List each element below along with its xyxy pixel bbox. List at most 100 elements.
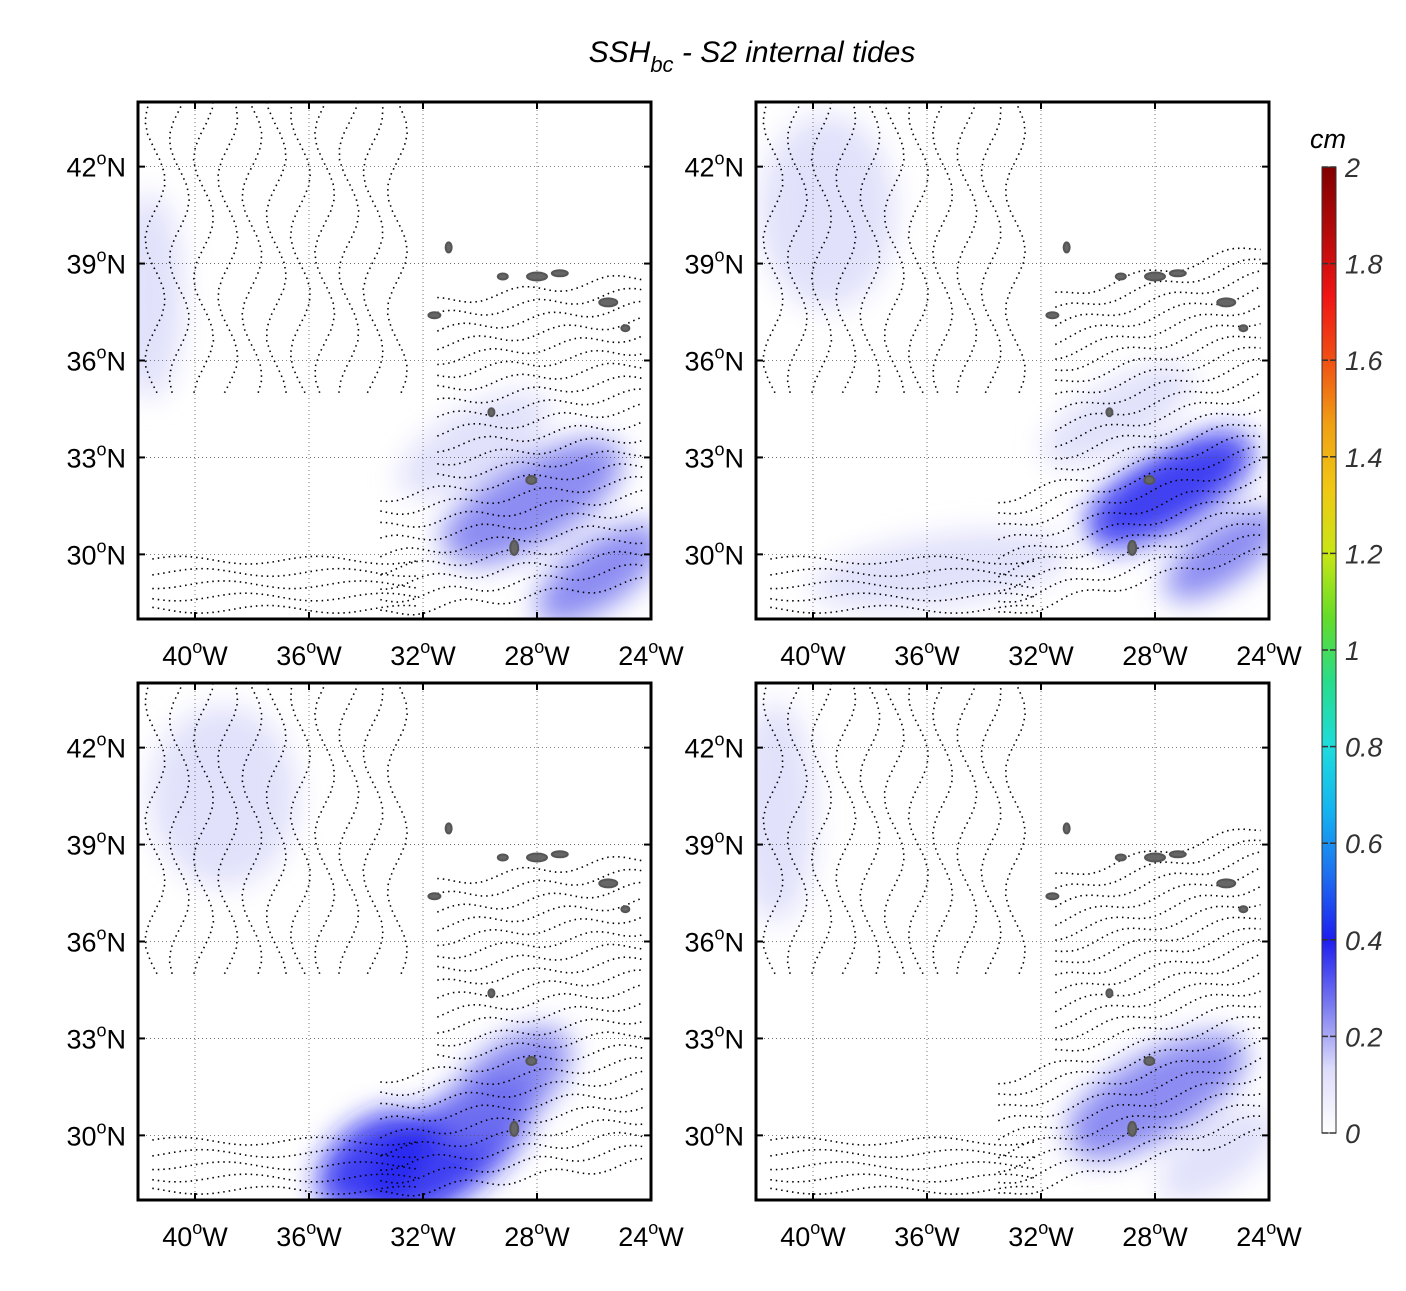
contour-line (770, 555, 1036, 565)
contour-line (437, 1018, 643, 1047)
colorbar-tick-label: 0.8 (1345, 733, 1383, 763)
amplitude-hotspot (398, 391, 551, 498)
contour-line (1055, 335, 1261, 383)
map-panel-bottom-left: 42oN 39oN 36oN 33oN 30oN 40oW 36oW 32oW 28oW 24oW (66, 681, 684, 1252)
contour-line (152, 1185, 418, 1195)
colorbar-unit: cm (1310, 124, 1346, 154)
island-shape (444, 241, 453, 254)
amplitude-hotspot (758, 114, 896, 309)
contour-line (380, 576, 646, 616)
contour-line (152, 1173, 418, 1183)
colorbar-tick-label: 1.4 (1345, 443, 1383, 473)
island-shape (620, 324, 631, 333)
map-panel-top-left: 42oN 39oN 36oN 33oN 30oN 40oW 36oW 32oW 28oW 24oW (66, 100, 684, 671)
lon-tick-label: 40oW (780, 1218, 846, 1252)
lon-tick-label: 36oW (894, 637, 960, 671)
amplitude-hotspot (756, 702, 816, 923)
azores-islands (1045, 241, 1249, 556)
contour-line (1055, 1004, 1261, 1052)
contour-line (152, 555, 418, 565)
contour-line (380, 550, 646, 590)
contour-line (998, 545, 1264, 614)
island-shape (1143, 1056, 1156, 1067)
contour-line (437, 855, 643, 885)
colorbar: cm 0 0.2 0.4 0.6 0.8 1 1.2 1.4 1.6 1.8 2 (1310, 124, 1384, 1149)
contour-line (770, 1161, 1036, 1171)
contour-line (152, 592, 418, 602)
contour-line (436, 388, 643, 418)
contour-line (770, 1136, 1036, 1146)
contour-line (152, 1161, 418, 1171)
amplitude-hotspot (1063, 1033, 1247, 1160)
contour-line (380, 463, 646, 503)
contour-line (770, 592, 1036, 602)
contour-line (437, 930, 643, 960)
lat-tick-label: 39oN (66, 246, 126, 280)
azores-islands (427, 822, 631, 1137)
amplitude-hotspot (810, 1122, 1073, 1181)
lat-tick-label: 42oN (684, 149, 744, 183)
lat-tick-label: 33oN (684, 439, 744, 473)
island-shape (1168, 850, 1187, 859)
contour-line (437, 274, 643, 304)
map-panel-top-right: 42oN 39oN 36oN 33oN 30oN 40oW 36oW 32oW 28oW 24oW (684, 100, 1302, 671)
contour-line (152, 1148, 418, 1159)
phase-contours (762, 102, 1264, 614)
map-panel-bottom-right: 42oN 39oN 36oN 33oN 30oN 40oW 36oW 32oW 28oW 24oW (684, 681, 1302, 1252)
lat-tick-label: 36oN (684, 924, 744, 958)
lat-tick-label: 30oN (684, 536, 744, 570)
contour-line (437, 1002, 643, 1034)
island-shape (1105, 407, 1114, 418)
lon-tick-label: 24oW (618, 637, 684, 671)
contour-line (770, 567, 1036, 578)
colorbar-tick-label: 0 (1345, 1119, 1360, 1149)
island-shape (1168, 269, 1187, 278)
contour-line (380, 1086, 646, 1122)
contour-line (436, 881, 643, 913)
amplitude-hotspot (1158, 1107, 1269, 1200)
lon-tick-label: 28oW (1122, 1218, 1188, 1252)
island-shape (1143, 475, 1156, 486)
lon-tick-label: 28oW (504, 637, 570, 671)
colorbar-tick-label: 0.2 (1345, 1022, 1383, 1052)
amplitude-hotspot (138, 192, 184, 400)
island-shape (1216, 878, 1237, 889)
contour-line (152, 580, 418, 590)
contour-line (437, 287, 643, 316)
lat-tick-label: 36oN (684, 343, 744, 377)
colorbar-tick-label: 1.8 (1345, 250, 1383, 280)
island-shape (1144, 852, 1166, 863)
island-shape (1127, 539, 1138, 556)
island-shape (1045, 311, 1060, 320)
island-shape (509, 539, 520, 556)
island-shape (1144, 271, 1166, 282)
lon-tick-label: 40oW (162, 1218, 228, 1252)
island-shape (1114, 853, 1127, 862)
amplitude-hotspot (439, 439, 623, 566)
lat-tick-label: 30oN (684, 1117, 744, 1151)
lat-tick-label: 30oN (66, 1117, 126, 1151)
island-shape (487, 407, 496, 418)
lon-tick-label: 32oW (1008, 1218, 1074, 1252)
lon-tick-label: 24oW (618, 1218, 684, 1252)
azores-islands (427, 241, 631, 556)
contour-line (380, 1131, 646, 1171)
colorbar-ticks: 0 0.2 0.4 0.6 0.8 1 1.2 1.4 1.6 1.8 2 (1322, 153, 1384, 1149)
contour-line (437, 943, 643, 972)
contour-line (380, 1044, 646, 1084)
amplitude-hotspot (1164, 508, 1269, 601)
island-shape (526, 852, 548, 863)
phase-contours (762, 683, 1264, 1195)
lon-tick-label: 32oW (1008, 637, 1074, 671)
contour-line (770, 1148, 1036, 1159)
grid-lines (138, 102, 652, 619)
contour-line (380, 1056, 646, 1096)
lat-tick-label: 42oN (684, 730, 744, 764)
amplitude-field (758, 114, 1269, 611)
contour-line (436, 969, 643, 999)
colorbar-tick-label: 1.6 (1345, 346, 1384, 376)
contour-line (380, 488, 646, 528)
contour-line (1055, 828, 1261, 876)
contour-line (1055, 247, 1261, 295)
island-shape (1105, 988, 1114, 999)
